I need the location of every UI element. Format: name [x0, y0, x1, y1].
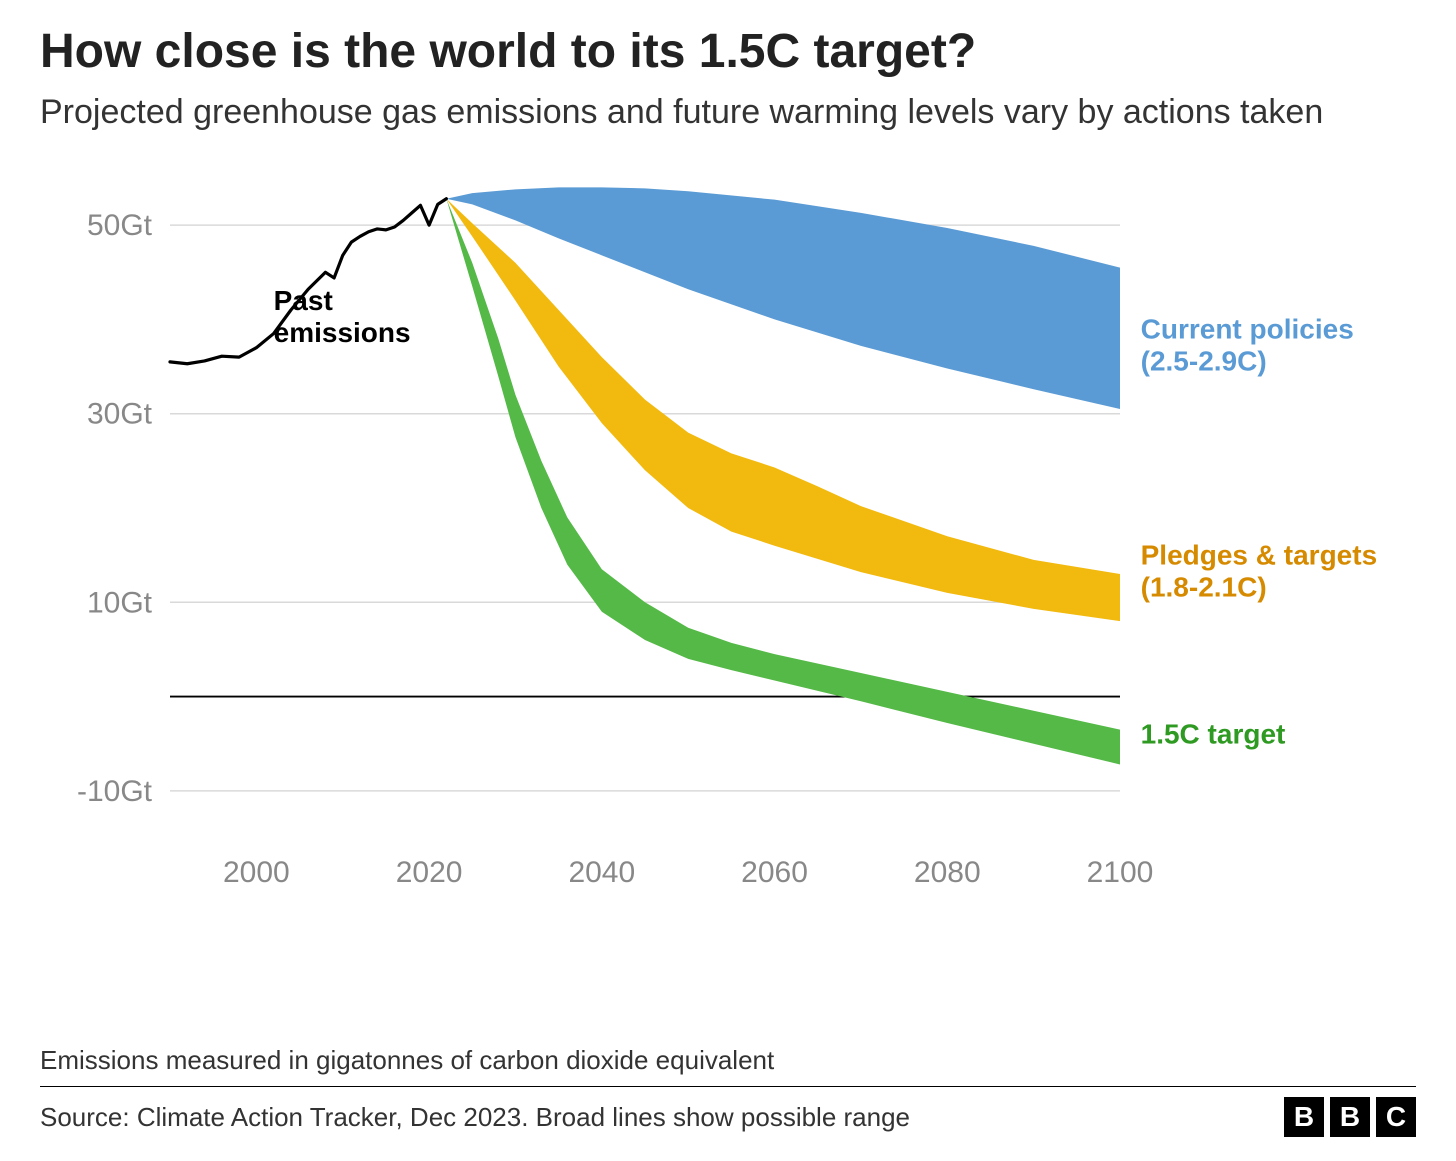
svg-text:2000: 2000 — [223, 856, 290, 889]
bbc-logo: B B C — [1284, 1097, 1416, 1137]
svg-text:50Gt: 50Gt — [87, 209, 153, 242]
chart-plot-area: -10Gt 10Gt 30Gt 50Gt 2000 2020 2040 2060 2080 210… — [40, 158, 1416, 918]
bbc-logo-c: C — [1376, 1097, 1416, 1137]
svg-text:2100: 2100 — [1087, 856, 1154, 889]
label-past-emissions: Past — [274, 285, 333, 316]
label-current-policies: (2.5-2.9C) — [1141, 345, 1267, 376]
svg-text:2080: 2080 — [914, 856, 981, 889]
chart-subtitle: Projected greenhouse gas emissions and f… — [40, 91, 1416, 134]
label-pledges-targets: Pledges & targets — [1141, 539, 1378, 570]
label-past-emissions: emissions — [274, 317, 411, 348]
chart-title: How close is the world to its 1.5C targe… — [40, 24, 1416, 79]
chart-source: Source: Climate Action Tracker, Dec 2023… — [40, 1102, 910, 1133]
svg-text:2060: 2060 — [741, 856, 808, 889]
emissions-chart-svg: -10Gt 10Gt 30Gt 50Gt 2000 2020 2040 2060 2080 210… — [40, 158, 1416, 918]
chart-footnote: Emissions measured in gigatonnes of carb… — [40, 1045, 1416, 1076]
svg-text:10Gt: 10Gt — [87, 586, 153, 619]
source-row: Source: Climate Action Tracker, Dec 2023… — [40, 1086, 1416, 1137]
chart-footer: Emissions measured in gigatonnes of carb… — [40, 1045, 1416, 1137]
svg-text:2040: 2040 — [568, 856, 635, 889]
svg-text:-10Gt: -10Gt — [77, 775, 153, 808]
label-current-policies: Current policies — [1141, 313, 1354, 344]
chart-container: How close is the world to its 1.5C targe… — [0, 0, 1456, 1161]
bbc-logo-b1: B — [1284, 1097, 1324, 1137]
bbc-logo-b2: B — [1330, 1097, 1370, 1137]
svg-text:2020: 2020 — [396, 856, 463, 889]
label-target-1p5c: 1.5C target — [1141, 718, 1286, 749]
label-pledges-targets: (1.8-2.1C) — [1141, 571, 1267, 602]
svg-text:30Gt: 30Gt — [87, 397, 153, 430]
